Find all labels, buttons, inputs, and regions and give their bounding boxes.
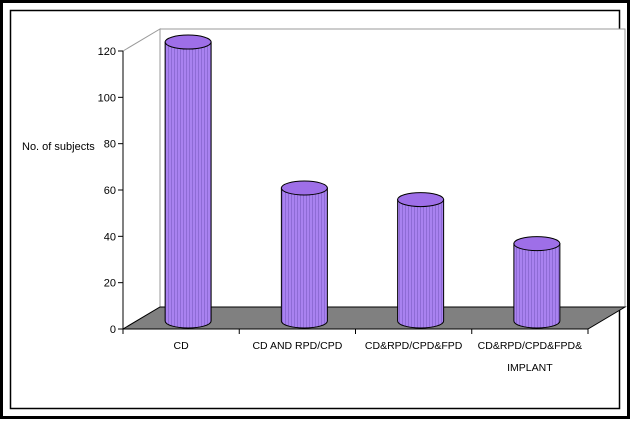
bar-body xyxy=(397,199,445,329)
bar-body xyxy=(513,243,561,329)
y-tick-label: 40 xyxy=(104,231,116,243)
x-tick-label: CD xyxy=(174,340,190,352)
side-wall xyxy=(122,28,161,330)
y-tick-label: 20 xyxy=(104,278,116,290)
y-axis: 0 20 40 60 80 100 120 xyxy=(98,46,124,336)
y-tick-label: 120 xyxy=(98,46,116,58)
x-axis: CD CD AND RPD/CPD CD&RPD/CPD&FPD CD&RPD/CPD… xyxy=(122,328,589,374)
y-tick-label: 60 xyxy=(104,185,116,197)
bar xyxy=(513,236,561,329)
bar-top xyxy=(164,34,212,50)
bar xyxy=(397,192,445,329)
y-tick-label: 80 xyxy=(104,139,116,151)
y-tick-label: 0 xyxy=(110,324,116,336)
y-tick-label: 100 xyxy=(98,92,116,104)
x-tick-label: IMPLANT xyxy=(507,362,553,374)
bar-body xyxy=(280,187,328,329)
x-tick-label: CD AND RPD/CPD xyxy=(252,340,342,352)
bar-top xyxy=(513,236,561,252)
y-axis-label: No. of subjects xyxy=(22,141,95,153)
x-tick-label: CD&RPD/CPD&FPD xyxy=(365,340,463,352)
bar xyxy=(280,180,328,329)
bar xyxy=(164,34,212,329)
bar-top xyxy=(280,180,328,196)
x-tick-label: CD&RPD/CPD&FPD& xyxy=(478,340,582,352)
bar-top xyxy=(397,192,445,208)
bars xyxy=(164,34,561,329)
bar-body xyxy=(164,41,212,329)
